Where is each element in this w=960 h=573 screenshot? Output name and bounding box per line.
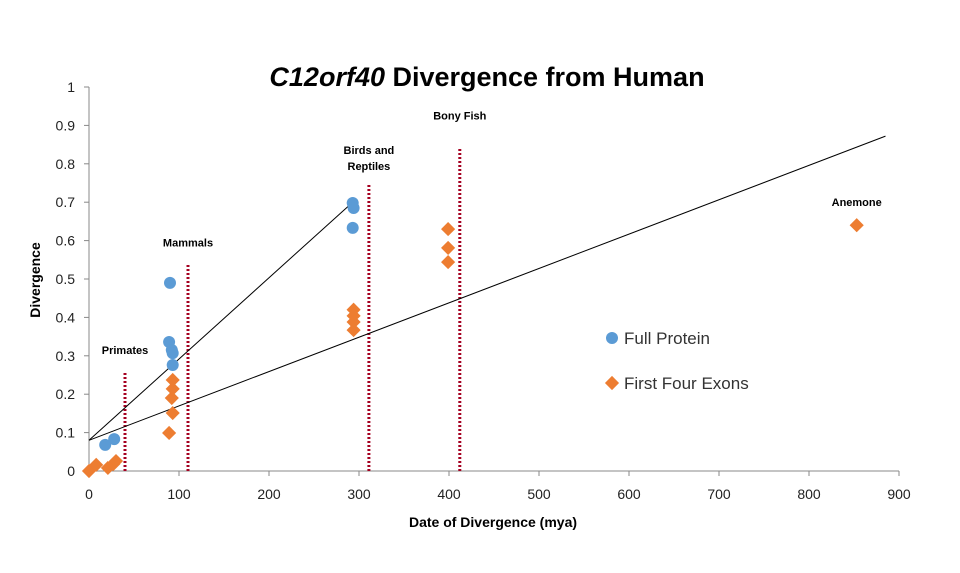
x-tick-label: 300 [347,486,371,502]
divider-label: Bony Fish [433,111,486,123]
y-tick-label: 1 [67,79,75,95]
point-full-protein [108,433,121,446]
point-first-four-exons [162,425,177,441]
y-tick-label: 0.2 [56,386,76,402]
point-full-protein [166,347,179,360]
y-tick-label: 0.9 [56,117,76,133]
y-tick-label: 0 [67,463,75,479]
point-full-protein [346,221,359,234]
y-tick-label: 0.5 [56,271,76,287]
axes: 0 100 200 300 400 500 600 700 800 900 0 0.1 0.2 0.3 0.… [56,79,911,502]
point-full-protein [99,438,112,451]
legend-marker-full-protein [606,332,618,344]
point-first-four-exons [164,390,179,406]
point-first-four-exons [165,372,180,388]
divider-label: Primates [102,345,148,357]
point-first-four-exons [165,381,180,396]
chart-title-gene: C12orf40 [269,62,385,92]
data-points [81,196,864,479]
point-first-four-exons [89,457,104,472]
x-tick-label: 200 [257,486,281,502]
trendline [88,135,886,441]
y-tick-label: 0.3 [56,348,76,364]
x-axis-label: Date of Divergence (mya) [409,514,577,530]
point-first-four-exons [849,218,864,233]
y-tick-label: 0.1 [56,425,76,441]
point-first-four-exons [108,453,124,469]
point-full-protein [164,276,176,289]
divider-label: Reptiles [348,161,391,173]
trendline [88,201,354,441]
y-tick-label: 0.4 [56,309,76,325]
point-first-four-exons [346,314,361,330]
y-tick-label: 0.6 [56,233,76,249]
x-tick-label: 100 [167,486,191,502]
point-first-four-exons [346,323,361,338]
dividers: Primates Mammals Birds and Reptiles Bony Fis… [102,111,882,471]
divider-label: Birds and [344,145,395,157]
legend-marker-first-four-exons [604,375,620,391]
y-tick-label: 0.8 [56,156,76,172]
legend: Full Protein First Four Exons [604,329,749,393]
x-tick-label: 0 [85,486,93,502]
legend-label-full-protein: Full Protein [624,329,710,348]
divider-label: Mammals [163,237,213,249]
chart-title: C12orf40 Divergence from Human [269,62,704,92]
point-first-four-exons [165,405,180,421]
point-full-protein [347,201,360,214]
point-first-four-exons [441,240,456,255]
x-tick-label: 800 [797,486,821,502]
chart-title-rest: Divergence from Human [385,62,705,92]
x-tick-label: 500 [527,486,551,502]
y-axis-label: Divergence [27,242,43,318]
point-first-four-exons [441,255,456,270]
point-first-four-exons [441,222,456,237]
point-full-protein [166,359,179,372]
trendlines [88,135,886,441]
y-tick-label: 0.7 [56,194,76,210]
x-tick-label: 700 [707,486,731,502]
x-tick-label: 900 [887,486,911,502]
x-tick-label: 600 [617,486,641,502]
x-tick-label: 400 [437,486,461,502]
annotation-label: Anemone [832,197,882,209]
legend-label-first-four-exons: First Four Exons [624,374,749,393]
